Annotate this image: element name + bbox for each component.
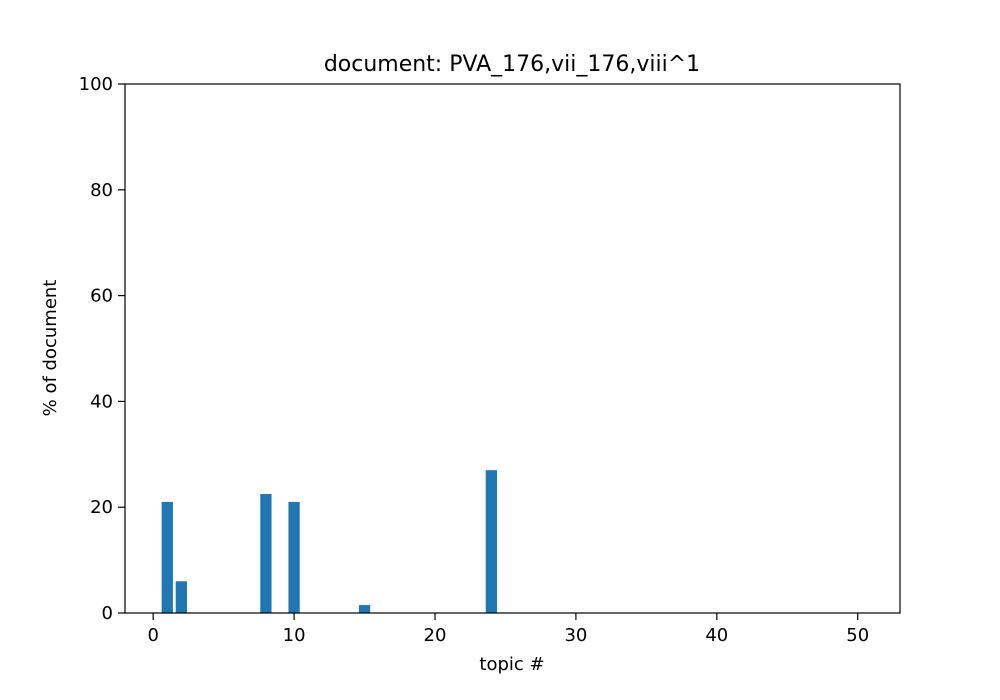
x-axis-ticks: 0 10 20 30 40 50 xyxy=(147,613,869,646)
bar-topic-24 xyxy=(485,470,497,613)
bar-topic-15 xyxy=(358,605,371,613)
y-tick-label: 80 xyxy=(90,180,113,201)
x-tick-label: 20 xyxy=(424,625,447,646)
y-tick-label: 60 xyxy=(90,286,113,307)
bars-group xyxy=(161,470,497,613)
bar-topic-10 xyxy=(288,501,300,613)
y-axis-ticks: 0 20 40 60 80 100 xyxy=(79,74,125,624)
x-tick-label: 50 xyxy=(846,625,869,646)
y-axis-label: % of document xyxy=(40,280,61,417)
y-tick-label: 40 xyxy=(90,391,113,412)
y-tick-label: 0 xyxy=(102,603,113,624)
chart-title: document: PVA_176,vii_176,viii^1 xyxy=(324,52,700,77)
x-tick-label: 30 xyxy=(564,625,587,646)
plot-frame xyxy=(124,83,901,614)
bar-topic-2 xyxy=(175,581,187,613)
bar-topic-1 xyxy=(161,501,173,613)
x-tick-label: 10 xyxy=(283,625,306,646)
x-tick-label: 40 xyxy=(705,625,728,646)
x-axis-label: topic # xyxy=(479,654,544,675)
bar-topic-8 xyxy=(260,493,272,613)
x-tick-label: 0 xyxy=(147,625,158,646)
y-tick-label: 20 xyxy=(90,497,113,518)
y-tick-label: 100 xyxy=(79,74,113,95)
